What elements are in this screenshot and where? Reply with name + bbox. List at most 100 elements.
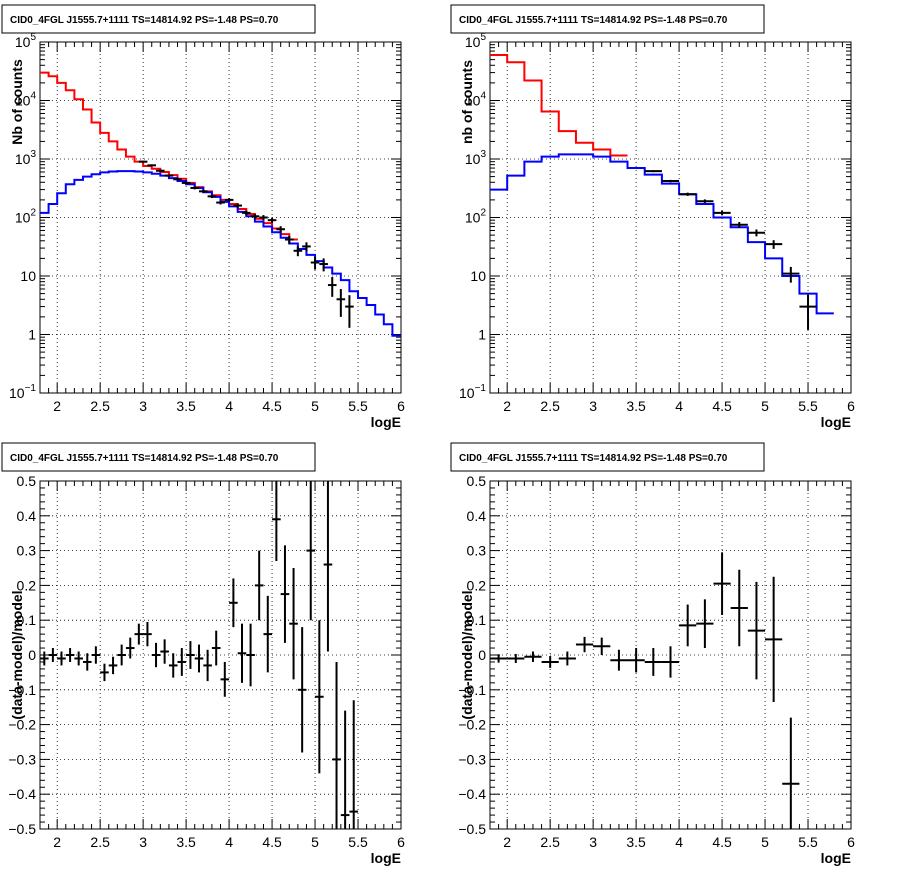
y-tick-label: 0 (28, 647, 36, 663)
y-tick-label: −0.1 (458, 682, 486, 698)
y-tick-label: −0.5 (8, 821, 36, 837)
data-point (168, 653, 178, 678)
data-point (246, 623, 255, 687)
data-point (340, 710, 350, 829)
y-tick-label: −0.3 (458, 751, 486, 767)
chart-title: CID0_4FGL J1555.7+1111 TS=14814.92 PS=-1… (10, 453, 279, 464)
y-tick-label: 0.2 (467, 577, 487, 593)
data-point (524, 651, 542, 662)
data-point (263, 595, 273, 673)
data-point (575, 636, 594, 653)
x-tick-label: 2 (503, 834, 511, 850)
y-tick-label: 0.5 (17, 473, 37, 489)
data-point (65, 648, 75, 662)
series-2-step-line (490, 153, 834, 315)
data-point (293, 246, 303, 257)
data-point (272, 481, 281, 562)
data-point (267, 217, 277, 224)
x-tick-label: 4.5 (712, 834, 732, 850)
y-tick-label: 105 (15, 32, 37, 50)
y-tick-label: 10 (470, 268, 486, 284)
data-point (644, 170, 662, 173)
data-point (284, 235, 294, 244)
x-tick-label: 3 (589, 398, 597, 414)
data-point (147, 164, 157, 167)
data-point (310, 257, 320, 270)
data-point (730, 569, 748, 647)
y-tick-label: 102 (15, 208, 37, 226)
data-point (254, 550, 264, 621)
data-point (696, 599, 714, 649)
data-point (241, 210, 251, 216)
data-point (138, 160, 148, 163)
y-tick-label: 0.4 (17, 508, 37, 524)
data-point (211, 630, 221, 666)
x-tick-label: 3.5 (626, 834, 646, 850)
y-tick-label: 1 (478, 327, 486, 343)
data-point (782, 266, 800, 283)
x-tick-label: 3.5 (176, 398, 196, 414)
data-point (627, 648, 645, 673)
data-point (48, 648, 58, 662)
y-tick-label: 0 (478, 647, 486, 663)
data-point (125, 637, 135, 659)
grid (40, 42, 401, 393)
x-axis-label: logE (371, 414, 401, 430)
data-point (490, 654, 508, 663)
x-axis-label: logE (371, 850, 401, 866)
x-axis-label: logE (821, 414, 851, 430)
y-tick-label: 0.1 (467, 612, 487, 628)
series-1-step-line (40, 71, 298, 241)
data-point (799, 294, 817, 330)
data-point (186, 641, 195, 669)
data-point (57, 651, 66, 666)
data-point (323, 481, 333, 652)
data-point (679, 604, 697, 647)
chart-title: CID0_4FGL J1555.7+1111 TS=14814.92 PS=-1… (459, 453, 728, 464)
y-tick-label: −0.5 (458, 821, 486, 837)
data-point (134, 623, 144, 645)
x-tick-label: 2.5 (90, 834, 110, 850)
x-tick-label: 5 (311, 398, 319, 414)
data-layer (490, 53, 834, 330)
chart-panel-3: CID0_4FGL J1555.7+1111 TS=14814.92 PS=-1… (1, 442, 405, 866)
data-point (610, 649, 628, 671)
data-point (345, 295, 354, 328)
y-tick-label: 1 (28, 327, 36, 343)
data-point (220, 661, 230, 697)
x-tick-label: 2 (53, 398, 61, 414)
x-tick-label: 5 (311, 834, 319, 850)
data-layer (40, 481, 359, 829)
data-layer (490, 552, 800, 829)
x-tick-label: 5.5 (348, 398, 368, 414)
data-point (289, 568, 298, 680)
y-tick-label: 10−1 (9, 383, 36, 401)
data-point (151, 642, 161, 668)
x-tick-label: 5 (761, 398, 769, 414)
series-1-step-line (490, 53, 628, 157)
data-point (259, 215, 268, 221)
x-tick-label: 5.5 (798, 398, 818, 414)
chart-panel-2: CID0_4FGL J1555.7+1111 TS=14814.92 PS=-1… (450, 4, 855, 430)
data-point (747, 229, 766, 237)
chart-panel-1: CID0_4FGL J1555.7+1111 TS=14814.92 PS=-1… (1, 4, 405, 430)
data-point (74, 651, 83, 666)
data-point (216, 200, 225, 205)
x-tick-label: 2 (53, 834, 61, 850)
y-axis-label: (data-model)/model (459, 590, 475, 719)
x-tick-label: 4.5 (712, 398, 732, 414)
y-tick-label: 0.3 (467, 543, 487, 559)
y-tick-label: 0.2 (17, 577, 37, 593)
data-point (203, 649, 212, 682)
x-tick-label: 4 (675, 398, 683, 414)
y-tick-label: 105 (465, 32, 487, 50)
x-tick-label: 3 (139, 398, 147, 414)
data-point (730, 222, 748, 228)
data-point (164, 174, 174, 177)
data-point (224, 198, 234, 202)
title-box (450, 442, 765, 472)
data-point (207, 194, 217, 199)
data-point (332, 661, 341, 829)
x-tick-label: 5.5 (348, 834, 368, 850)
